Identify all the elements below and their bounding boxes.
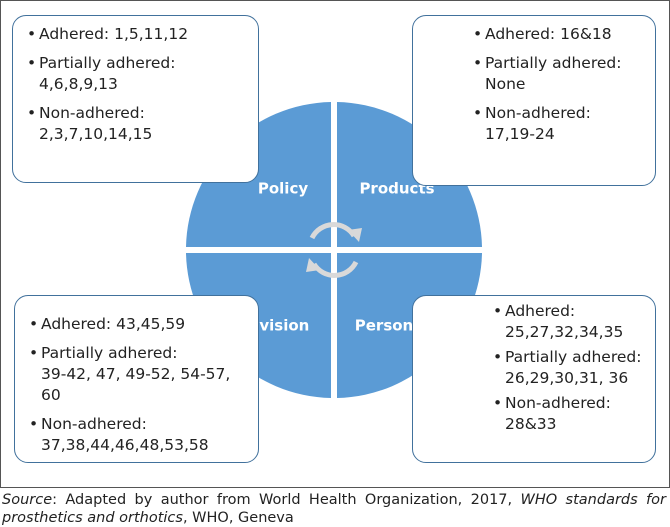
quadrant-label: Policy: [258, 180, 308, 198]
status: Adhered:: [41, 315, 112, 333]
item: Partially adhered: None: [473, 53, 645, 95]
item: Partially adhered: 26,29,30,31, 36: [493, 347, 645, 389]
numbers: None: [485, 75, 526, 93]
source-label: Source: [2, 492, 53, 508]
status: Partially adhered:: [39, 54, 176, 72]
policy-box: Adhered: 1,5,11,12 Partially adhered: 4,6…: [12, 15, 259, 183]
numbers: 2,3,7,10,14,15: [39, 125, 153, 143]
quadrant-label: Products: [359, 180, 434, 198]
arrow-head: [348, 228, 362, 242]
caption-text: : Adapted by author from World Health Or…: [52, 492, 521, 508]
status: Partially adhered:: [505, 348, 642, 366]
provision-box: Adhered: 43,45,59 Partially adhered: 39-4…: [14, 295, 259, 463]
item: Non-adhered: 37,38,44,46,48,53,58: [29, 414, 248, 456]
products-box: Adhered: 16&18 Partially adhered: None No…: [412, 15, 656, 186]
arrow-head: [306, 258, 320, 272]
numbers: 26,29,30,31, 36: [505, 369, 629, 387]
item: Non-adhered: 28&33: [493, 393, 645, 435]
numbers: 1,5,11,12: [114, 25, 189, 43]
item: Non-adhered: 2,3,7,10,14,15: [27, 103, 248, 145]
status: Partially adhered:: [41, 344, 178, 362]
item: Adhered: 43,45,59: [29, 314, 248, 335]
status: Non-adhered:: [39, 104, 145, 122]
status: Adhered:: [39, 25, 110, 43]
item: Non-adhered: 17,19-24: [473, 103, 645, 145]
status: Partially adhered:: [485, 54, 622, 72]
numbers: 16&18: [560, 25, 612, 43]
products-quadrant: [337, 102, 482, 247]
personnel-quadrant: [337, 253, 482, 398]
numbers: 43,45,59: [116, 315, 186, 333]
item: Adhered: 25,27,32,34,35: [493, 301, 645, 343]
status: Non-adhered:: [41, 415, 147, 433]
numbers: 28&33: [505, 415, 557, 433]
status: Non-adhered:: [485, 104, 591, 122]
numbers: 17,19-24: [485, 125, 555, 143]
item: Adhered: 1,5,11,12: [27, 24, 248, 45]
numbers: 25,27,32,34,35: [505, 323, 624, 341]
caption: Source: Adapted by author from World Hea…: [2, 491, 666, 527]
item: Adhered: 16&18: [473, 24, 645, 45]
item: Partially adhered: 39-42, 47, 49-52, 54-5…: [29, 343, 248, 406]
caption-title: WHO standards for prosthetics and orthot…: [2, 492, 666, 526]
status: Adhered:: [485, 25, 556, 43]
caption-text: , WHO, Geneva: [182, 510, 294, 526]
policy-quadrant: [186, 102, 331, 247]
numbers: 37,38,44,46,48,53,58: [41, 436, 209, 454]
status: Adhered:: [505, 302, 576, 320]
numbers: 39-42, 47, 49-52, 54-57, 60: [41, 365, 231, 404]
item: Partially adhered: 4,6,8,9,13: [27, 53, 248, 95]
status: Non-adhered:: [505, 394, 611, 412]
numbers: 4,6,8,9,13: [39, 75, 118, 93]
personnel-box: Adhered: 25,27,32,34,35 Partially adhered…: [412, 295, 656, 463]
